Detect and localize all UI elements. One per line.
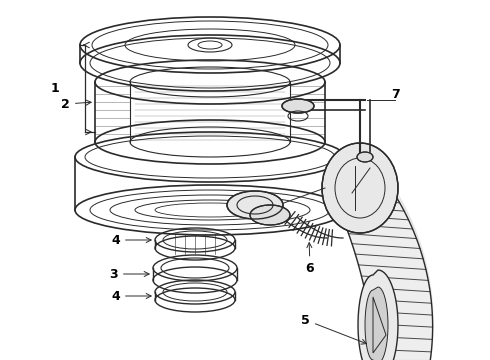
Text: 4: 4 [111, 234, 151, 247]
Ellipse shape [227, 191, 283, 219]
Ellipse shape [250, 205, 290, 225]
Text: 2: 2 [61, 98, 91, 111]
Text: 1: 1 [50, 82, 59, 95]
Polygon shape [358, 270, 398, 360]
Polygon shape [365, 287, 388, 360]
Text: 5: 5 [301, 314, 367, 344]
Text: 6: 6 [306, 243, 314, 274]
Text: 7: 7 [391, 87, 399, 100]
Ellipse shape [357, 152, 373, 162]
Text: 3: 3 [109, 267, 149, 280]
Text: 4: 4 [111, 289, 151, 302]
Ellipse shape [322, 143, 398, 233]
Ellipse shape [282, 99, 314, 113]
